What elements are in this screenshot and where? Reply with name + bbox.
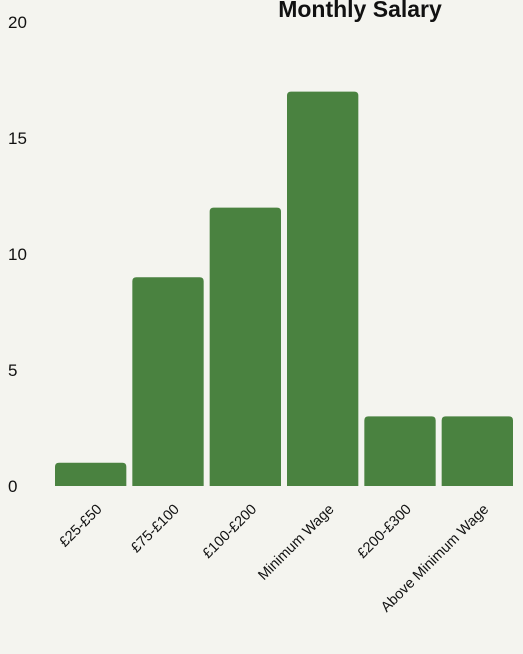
bar xyxy=(364,416,436,486)
y-tick-label: 5 xyxy=(8,361,17,380)
y-axis-ticks: 0 5 10 15 20 xyxy=(8,13,27,496)
chart-title: Monthly Salary xyxy=(278,0,442,22)
x-tick-label: £100-£200 xyxy=(200,502,260,562)
bar xyxy=(55,462,127,486)
y-tick-label: 15 xyxy=(8,129,27,148)
x-tick-label: £200-£300 xyxy=(354,502,414,562)
bar xyxy=(209,207,281,486)
y-tick-label: 20 xyxy=(8,13,27,32)
bars xyxy=(55,91,513,486)
y-tick-label: 10 xyxy=(8,245,27,264)
x-tick-label: £75-£100 xyxy=(128,502,183,557)
bar xyxy=(441,416,513,486)
y-tick-label: 0 xyxy=(8,477,17,496)
bar xyxy=(132,277,204,486)
bar xyxy=(287,91,359,486)
x-tick-label: £25-£50 xyxy=(57,502,106,551)
x-tick-label: Minimum Wage xyxy=(255,502,337,584)
